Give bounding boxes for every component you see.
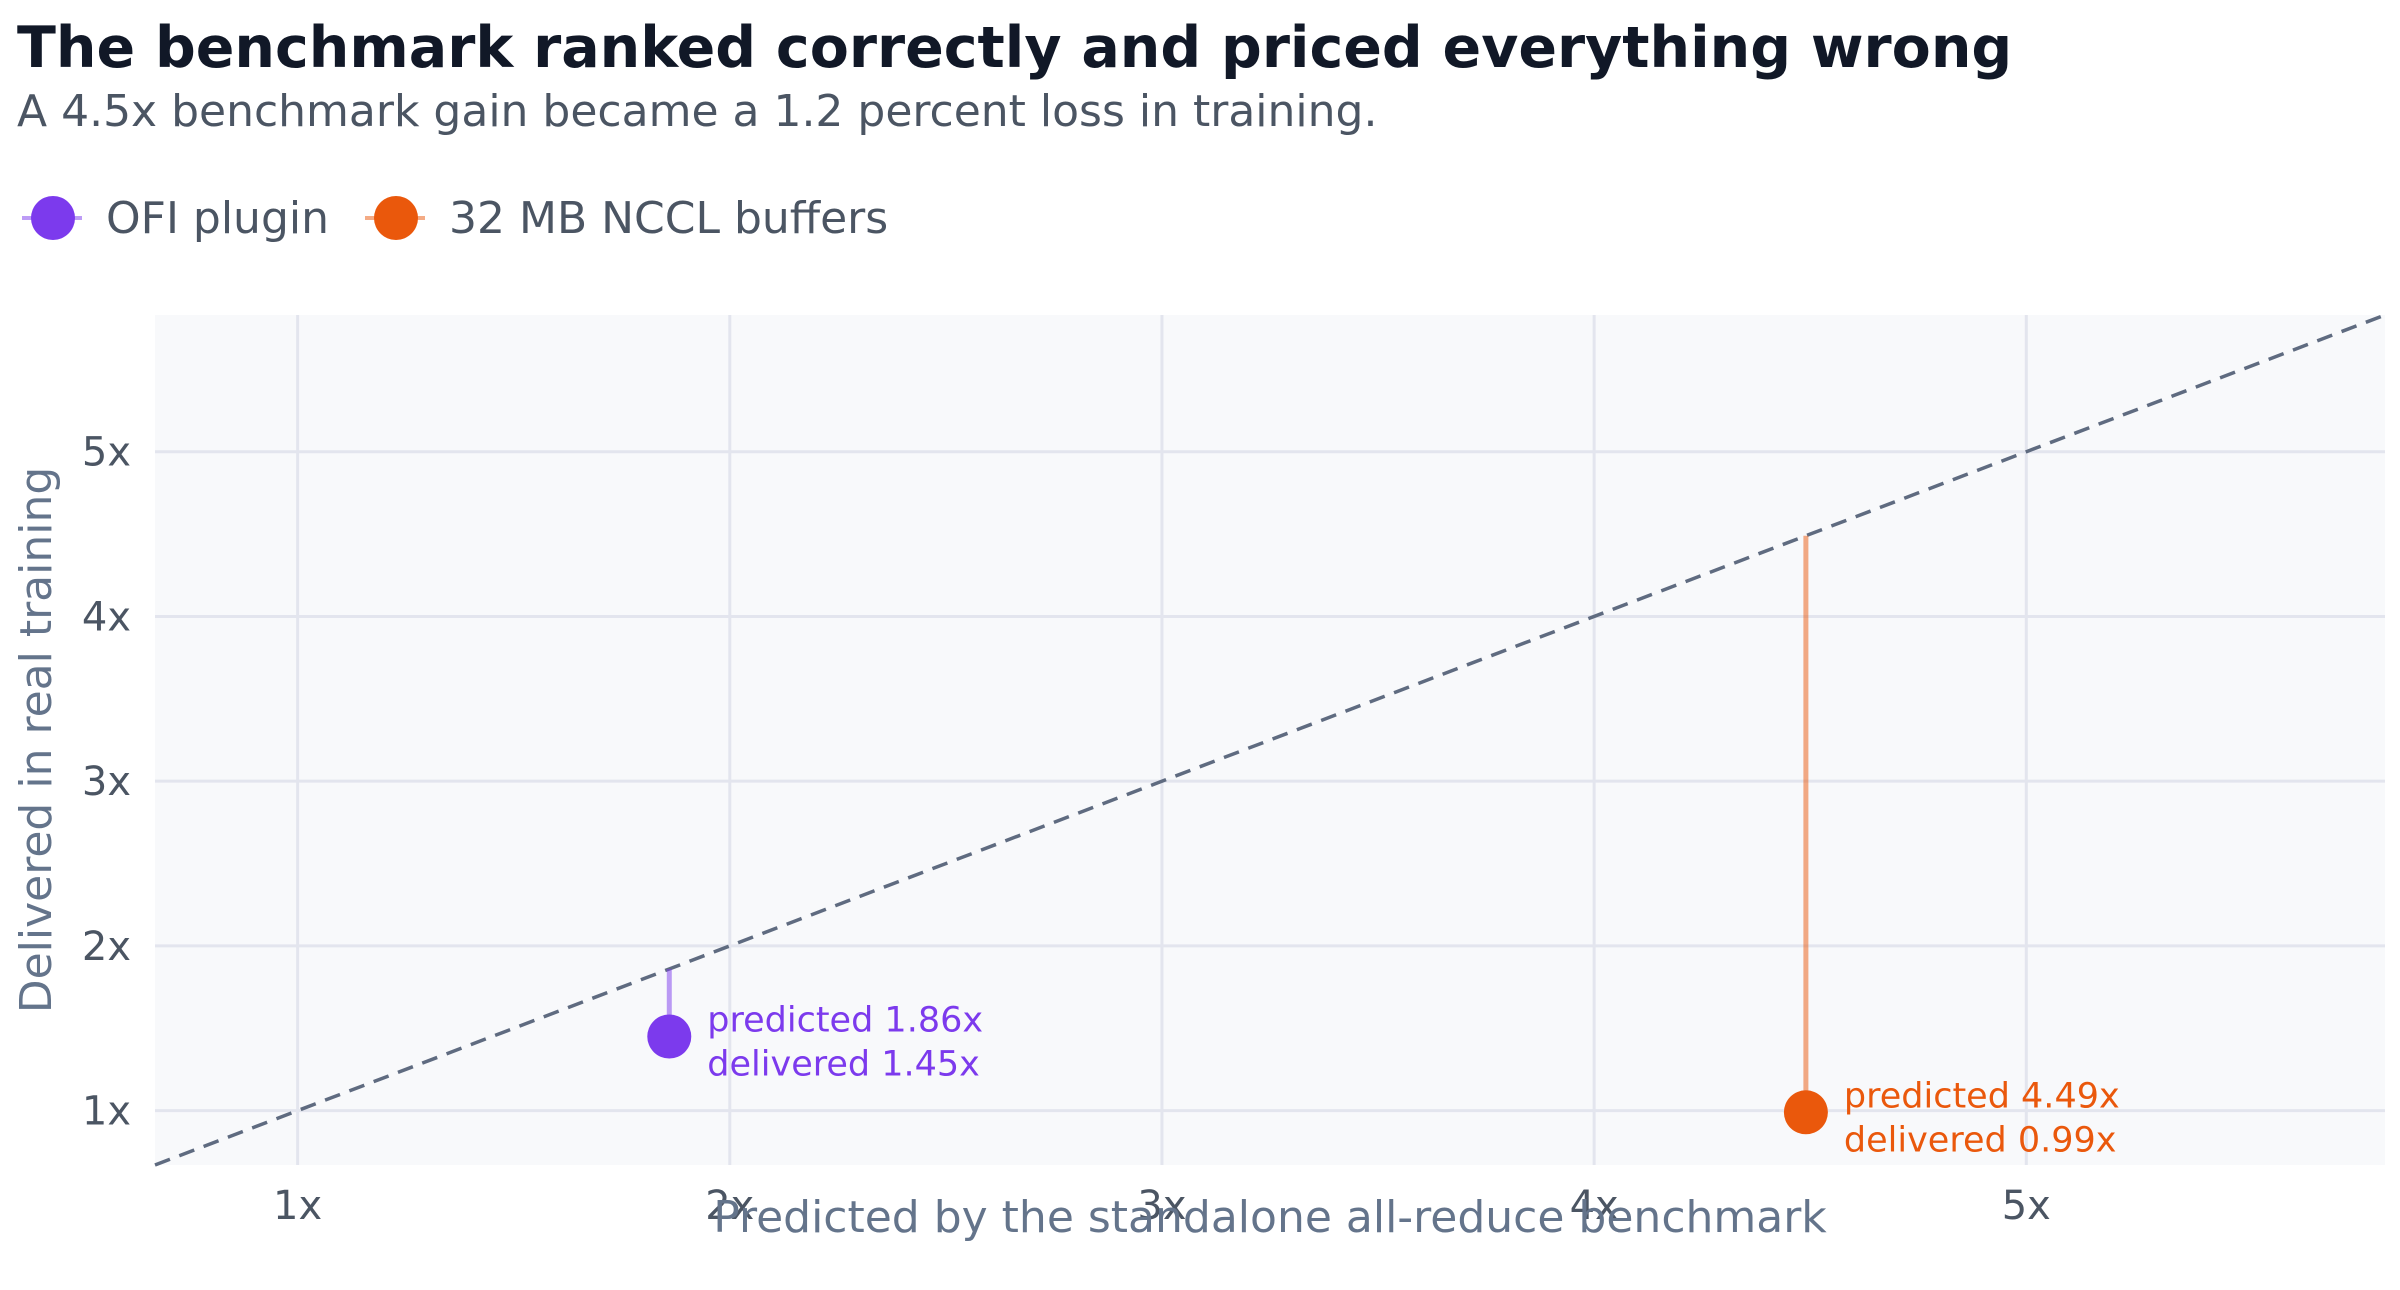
y-tick-label: 1x (82, 1089, 131, 1135)
legend-dot-nccl-buffers (374, 196, 418, 240)
y-axis-title: Delivered in real training (11, 467, 62, 1014)
tick-labels: 1x 2x 3x 4x 5x 1x 2x 3x 4x 5x (82, 430, 2051, 1229)
y-tick-label: 2x (82, 924, 131, 970)
reference-line-layer (154, 313, 2386, 1167)
legend-marker-ofi-plugin (22, 196, 82, 240)
parity-reference-line (154, 313, 2386, 1167)
data-label: delivered 0.99x (1844, 1120, 2117, 1160)
data-point[interactable] (647, 1014, 692, 1059)
legend-label-ofi-plugin: OFI plugin (106, 192, 329, 244)
x-tick-label: 3x (1137, 1183, 1186, 1229)
x-axis-title: Predicted by the standalone all-reduce b… (713, 1192, 1827, 1243)
chart-title: The benchmark ranked correctly and price… (17, 15, 2013, 81)
y-tick-label: 3x (82, 759, 131, 805)
legend-marker-nccl-buffers (365, 196, 425, 240)
x-tick-label: 2x (705, 1183, 754, 1229)
legend-item-nccl-buffers[interactable]: 32 MB NCCL buffers (365, 193, 888, 244)
legend-item-ofi-plugin[interactable]: OFI plugin (22, 193, 329, 244)
data-label: predicted 4.49x (1844, 1076, 2120, 1116)
data-label: predicted 1.86x (707, 1001, 983, 1041)
legend-label-nccl-buffers: 32 MB NCCL buffers (449, 192, 889, 244)
x-tick-label: 1x (273, 1183, 322, 1229)
chart-legend: OFI plugin 32 MB NCCL buffers (22, 183, 924, 253)
x-tick-label: 4x (1570, 1183, 1619, 1229)
y-tick-label: 5x (82, 430, 131, 476)
legend-dot-ofi-plugin (31, 196, 75, 240)
y-tick-label: 4x (82, 594, 131, 640)
data-point[interactable] (1783, 1090, 1828, 1135)
data-label: delivered 1.45x (707, 1045, 980, 1085)
chart-subtitle: A 4.5x benchmark gain became a 1.2 perce… (17, 86, 1378, 137)
grid-lines (155, 315, 2385, 1165)
x-tick-label: 5x (2002, 1183, 2051, 1229)
